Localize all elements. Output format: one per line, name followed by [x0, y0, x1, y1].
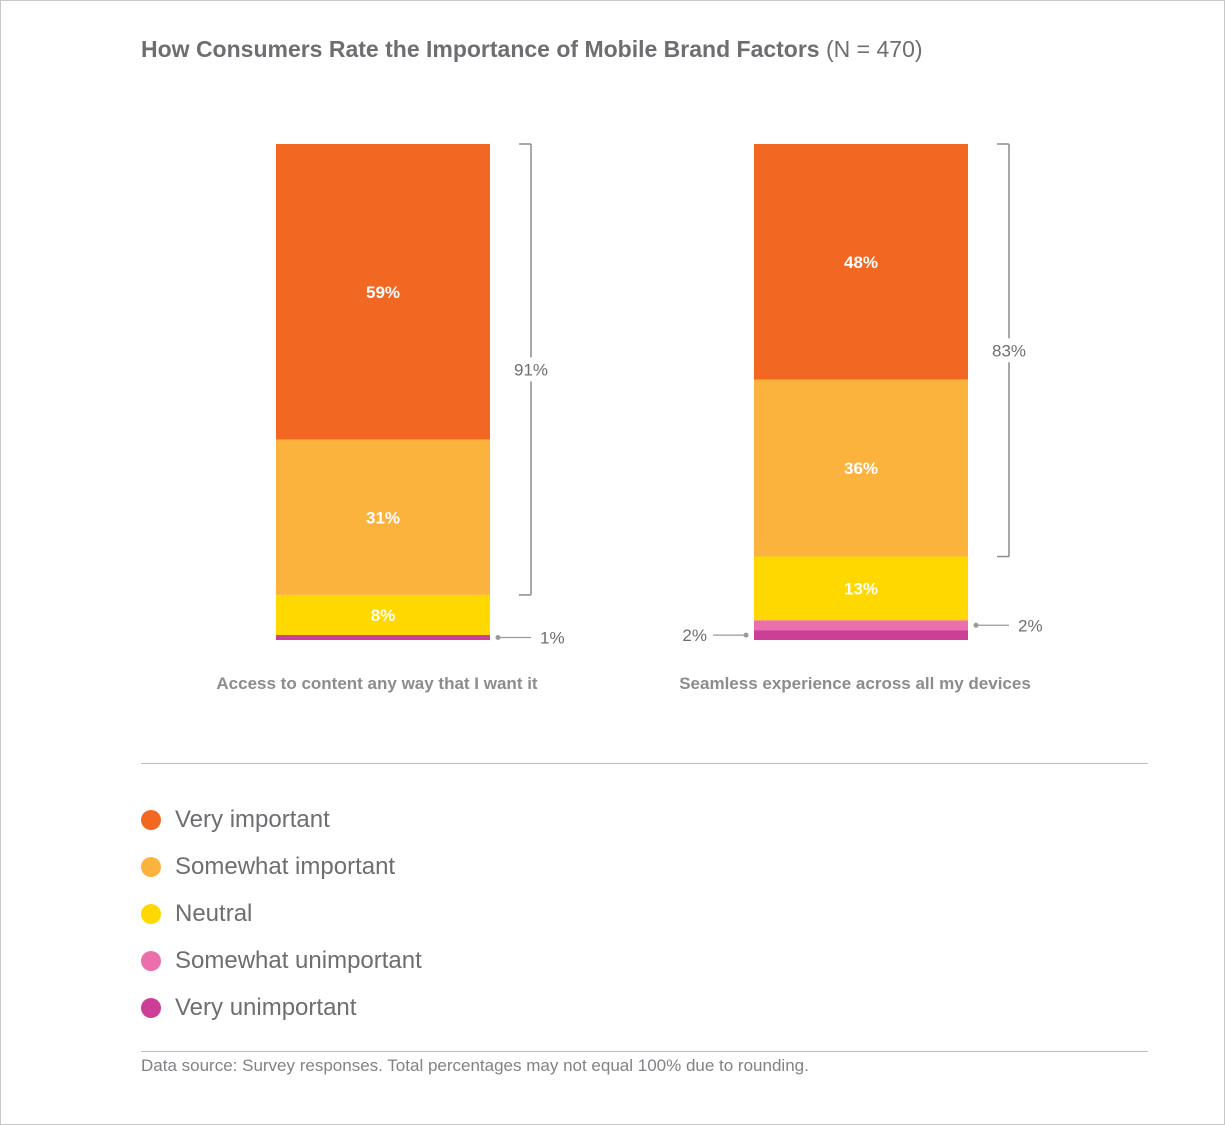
legend-item-somewhat-important: Somewhat important [141, 843, 422, 890]
legend-divider [141, 763, 1148, 764]
legend-swatch [141, 903, 161, 924]
segment-value-label: 48% [844, 253, 878, 272]
segment-value-label: 59% [366, 283, 400, 302]
legend-label: Neutral [175, 899, 253, 927]
legend-item-very-important: Very important [141, 796, 422, 843]
bar-segment-very-important [754, 144, 968, 380]
callout-value-label: 2% [1018, 616, 1043, 635]
segment-value-label: 8% [371, 606, 396, 625]
legend-swatch [141, 856, 161, 877]
legend-swatch [141, 997, 161, 1018]
bracket-total-label: 83% [992, 341, 1026, 360]
chart-legend: Very important Somewhat important Neutra… [141, 796, 422, 1031]
bracket-label-knockout [982, 338, 1036, 363]
legend-item-very-unimportant: Very unimportant [141, 984, 422, 1031]
segment-value-label: 13% [844, 579, 878, 598]
bar-segment-very-important [276, 144, 490, 440]
legend-item-neutral: Neutral [141, 890, 422, 937]
bar-segment-neutral [276, 594, 490, 635]
chart-title-sample-size: (N = 470) [826, 36, 923, 62]
legend-item-somewhat-unimportant: Somewhat unimportant [141, 937, 422, 984]
legend-swatch [141, 950, 161, 971]
bar-segment-neutral [754, 556, 968, 621]
bar-segment-very-unimportant [754, 630, 968, 640]
bracket-label-knockout [504, 357, 558, 382]
callout-value-label: 1% [540, 628, 565, 647]
legend-label: Somewhat important [175, 852, 396, 880]
legend-label: Somewhat unimportant [175, 946, 422, 974]
segment-value-label: 36% [844, 459, 878, 478]
bar-segment-somewhat-important [754, 379, 968, 557]
bar-segment-somewhat-important [276, 439, 490, 595]
footnote-divider [141, 1051, 1148, 1052]
data-source-note: Data source: Survey responses. Total per… [141, 1056, 809, 1075]
segment-value-label: 31% [366, 508, 400, 527]
category-axis-label: Access to content any way that I want it [216, 674, 538, 693]
callout-value-label: 2% [682, 626, 707, 645]
stacked-bar-chart: 59% 31% 8% 91% 1% Access to content any way t… [216, 143, 1043, 693]
chart-title-main: How Consumers Rate the Importance of Mob… [141, 36, 820, 62]
legend-label: Very important [175, 805, 330, 833]
legend-label: Very unimportant [175, 993, 357, 1021]
chart-title: How Consumers Rate the Importance of Mob… [141, 36, 923, 63]
bar-segment-somewhat-unimportant [754, 620, 968, 631]
bracket-total-label: 91% [514, 360, 548, 379]
category-axis-label: Seamless experience across all my device… [679, 674, 1031, 693]
bar-segment-very-unimportant [276, 634, 490, 640]
legend-swatch [141, 809, 161, 830]
